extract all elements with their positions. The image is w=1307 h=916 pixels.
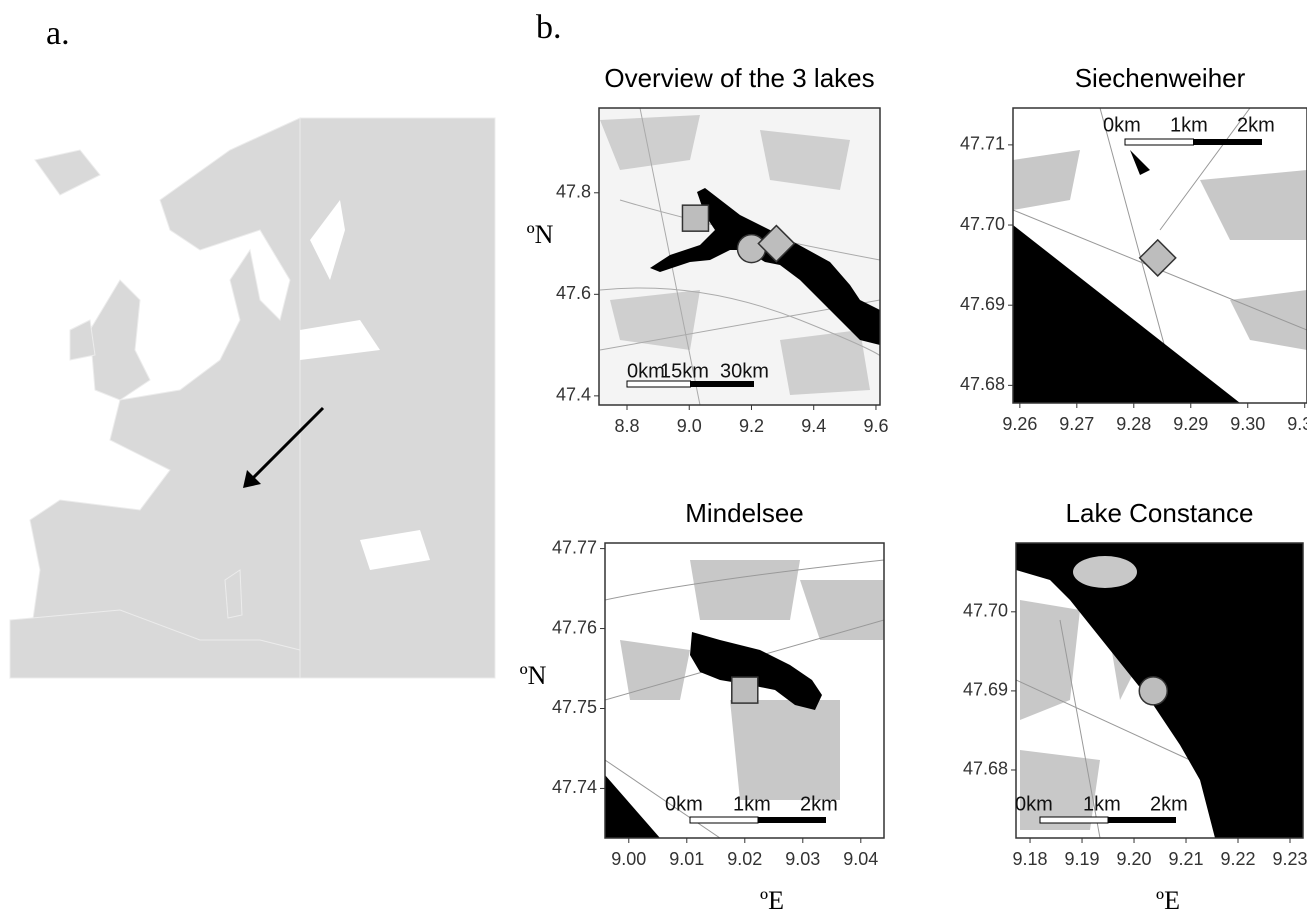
scale-label: 1km <box>1170 114 1208 136</box>
scale-label: 2km <box>1237 114 1275 136</box>
x-tick-label: 9.27 <box>1059 414 1094 434</box>
site-marker <box>732 677 758 703</box>
x-tick-label: 9.01 <box>669 849 704 869</box>
scale-bar <box>758 817 826 823</box>
y-axis-label: ºN <box>527 220 554 249</box>
y-tick-label: 47.76 <box>552 617 597 637</box>
x-tick-label: 9.26 <box>1002 414 1037 434</box>
panel-title: Siechenweiher <box>1075 63 1246 93</box>
x-tick-label: 9.20 <box>1117 849 1152 869</box>
y-tick-label: 47.68 <box>960 374 1005 394</box>
scale-label: 0km <box>665 793 703 815</box>
x-axis-label: ºE <box>1156 886 1180 915</box>
panel-label: a. <box>46 15 70 52</box>
scale-label: 15km <box>660 360 709 382</box>
scale-bar <box>1108 817 1176 823</box>
x-tick-label: 9.21 <box>1168 849 1203 869</box>
panel-title: Mindelsee <box>685 498 804 528</box>
x-tick-label: 8.8 <box>614 416 639 436</box>
x-tick-label: 9.00 <box>611 849 646 869</box>
x-tick-label: 9.30 <box>1230 414 1265 434</box>
x-tick-label: 9.19 <box>1065 849 1100 869</box>
x-tick-label: 9.2 <box>739 416 764 436</box>
y-tick-label: 47.70 <box>960 214 1005 234</box>
scale-bar <box>1194 139 1263 145</box>
y-axis-label: ºN <box>520 661 547 690</box>
x-tick-label: 9.31 <box>1287 414 1307 434</box>
panel-title: Lake Constance <box>1066 498 1254 528</box>
y-tick-label: 47.74 <box>552 777 597 797</box>
scale-label: 0km <box>1103 114 1141 136</box>
figure: a. b. ºN ºN ºE ºE Overview of the 3 lake… <box>0 0 1307 916</box>
y-tick-label: 47.68 <box>963 759 1008 779</box>
x-tick-label: 9.28 <box>1116 414 1151 434</box>
scale-label: 30km <box>720 360 769 382</box>
y-tick-label: 47.8 <box>556 182 591 202</box>
x-tick-label: 9.03 <box>785 849 820 869</box>
x-tick-label: 9.04 <box>843 849 878 869</box>
scale-label: 1km <box>1083 793 1121 815</box>
x-tick-label: 9.22 <box>1220 849 1255 869</box>
scale-label: 2km <box>1150 793 1188 815</box>
scale-label: 2km <box>800 793 838 815</box>
y-tick-label: 47.70 <box>963 601 1008 621</box>
scale-bar <box>690 817 758 823</box>
y-tick-label: 47.77 <box>552 537 597 557</box>
y-tick-label: 47.69 <box>960 294 1005 314</box>
y-tick-label: 47.69 <box>963 680 1008 700</box>
y-tick-label: 47.6 <box>556 283 591 303</box>
scale-bar <box>1040 817 1108 823</box>
y-tick-label: 47.75 <box>552 697 597 717</box>
x-tick-label: 9.18 <box>1013 849 1048 869</box>
scale-label: 0km <box>1015 793 1053 815</box>
x-tick-label: 9.23 <box>1272 849 1307 869</box>
x-tick-label: 9.4 <box>801 416 826 436</box>
panel-label: b. <box>536 9 562 46</box>
x-tick-label: 9.02 <box>727 849 762 869</box>
y-tick-label: 47.4 <box>556 385 591 405</box>
europe-map <box>10 118 495 678</box>
x-tick-label: 9.29 <box>1173 414 1208 434</box>
site-marker <box>1139 677 1167 705</box>
site-marker <box>682 205 708 231</box>
scale-label: 1km <box>733 793 771 815</box>
scale-bar <box>1125 139 1194 145</box>
x-axis-label: ºE <box>760 886 784 915</box>
x-tick-label: 9.0 <box>677 416 702 436</box>
y-tick-label: 47.71 <box>960 134 1005 154</box>
panel-title: Overview of the 3 lakes <box>604 63 874 93</box>
x-tick-label: 9.6 <box>863 416 888 436</box>
site-marker <box>737 235 765 263</box>
